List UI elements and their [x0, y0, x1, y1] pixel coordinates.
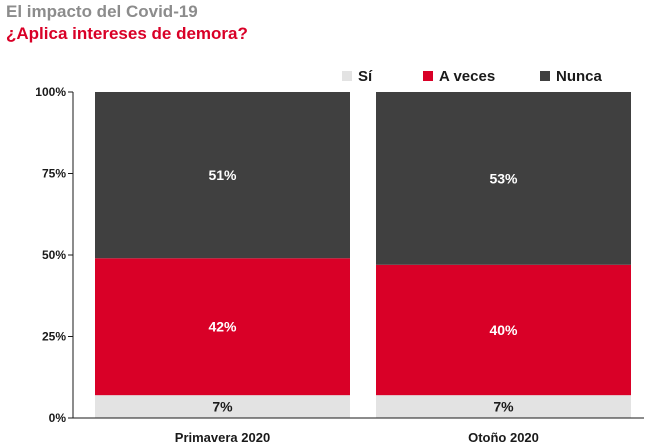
category-label-0: Primavera 2020	[175, 430, 270, 445]
data-label-0-1: 42%	[208, 319, 237, 335]
bar-segment-0-2	[95, 92, 350, 259]
data-label-1-0: 7%	[493, 399, 514, 415]
data-label-0-2: 51%	[208, 167, 237, 183]
data-label-0-0: 7%	[212, 399, 233, 415]
legend-swatch-0	[342, 71, 352, 81]
y-tick-label-2: 50%	[42, 248, 66, 262]
bar-segment-1-1	[376, 264, 631, 396]
legend-swatch-2	[540, 71, 550, 81]
y-tick-label-0: 0%	[49, 411, 67, 425]
category-label-1: Otoño 2020	[468, 430, 539, 445]
bar-segment-0-0	[95, 395, 350, 418]
legend-label-0: Sí	[358, 68, 373, 85]
y-tick-label-1: 25%	[42, 330, 66, 344]
legend-label-2: Nunca	[556, 68, 603, 85]
chart-title: El impacto del Covid-19	[6, 2, 198, 21]
y-tick-label-3: 75%	[42, 167, 66, 181]
data-label-1-1: 40%	[489, 322, 518, 338]
legend-swatch-1	[423, 71, 433, 81]
bar-segment-1-0	[376, 395, 631, 418]
data-label-1-2: 53%	[489, 170, 518, 186]
legend-label-1: A veces	[439, 68, 495, 85]
bar-segment-1-2	[376, 92, 631, 265]
bar-segment-0-1	[95, 258, 350, 396]
chart-subtitle: ¿Aplica intereses de demora?	[6, 24, 248, 43]
y-tick-label-4: 100%	[35, 85, 66, 99]
